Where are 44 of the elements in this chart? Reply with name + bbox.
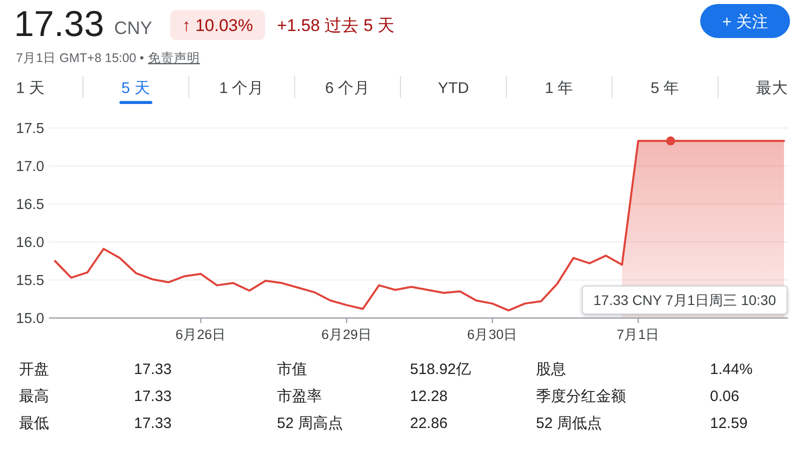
stat-value: 0.06: [710, 388, 740, 405]
ytick-label: 15.0: [16, 311, 44, 327]
tab-label-selected: 5 天: [121, 80, 150, 97]
ytick-label: 16.0: [16, 235, 44, 251]
ytick-label: 17.0: [16, 159, 44, 175]
stat-value: 17.33: [134, 415, 172, 432]
ytick-label: 15.5: [16, 273, 44, 289]
ytick-label: 16.5: [16, 197, 44, 213]
stat-label: 52 周高点: [277, 415, 343, 432]
xtick-label: 6月30日: [467, 327, 518, 342]
link-disclaimer: 免责声明: [148, 51, 200, 65]
tab-label: 1 个月: [219, 80, 264, 97]
xtick-label: 6月29日: [321, 327, 372, 342]
tab-label: 1 天: [16, 80, 45, 97]
stat-value: 17.33: [134, 388, 172, 405]
currency: CNY: [114, 18, 152, 38]
tab-label: 最大: [756, 80, 788, 97]
stat-value: 17.33: [134, 361, 172, 378]
change-percent-badge: ↑ 10.03%: [170, 10, 265, 40]
stat-value: 518.92亿: [410, 361, 471, 378]
stat-value: 1.44%: [710, 361, 753, 378]
stat-label: 最低: [19, 415, 49, 432]
tab-label: 5 年: [650, 80, 680, 97]
stat-label: 最高: [19, 388, 49, 405]
tab-label: 6 个月: [325, 80, 370, 97]
button-follow: + 关注: [700, 4, 790, 38]
xtick-label: 6月26日: [176, 327, 226, 342]
stat-value: 12.28: [410, 388, 448, 405]
stat-label: 季度分红金额: [536, 388, 626, 405]
stat-label: 市值: [277, 361, 307, 378]
stat-label: 52 周低点: [536, 415, 602, 432]
tooltip-text: 17.33 CNY 7月1日周三 10:30: [593, 292, 776, 308]
stat-value: 12.59: [710, 415, 748, 432]
stat-value: 22.86: [410, 415, 448, 432]
stat-label: 股息: [536, 361, 566, 378]
xtick-label: 7月1日: [616, 327, 660, 342]
change-value: +1.58 过去 5 天: [277, 16, 395, 35]
stat-label: 市盈率: [277, 388, 322, 405]
ytick-label: 17.5: [16, 121, 44, 137]
tab-label: 1 年: [544, 80, 574, 97]
timestamp: 7月1日 GMT+8 15:00 •: [16, 51, 144, 65]
tab-label: YTD: [438, 80, 469, 97]
stat-label: 开盘: [19, 361, 49, 378]
price: 17.33: [14, 3, 104, 44]
